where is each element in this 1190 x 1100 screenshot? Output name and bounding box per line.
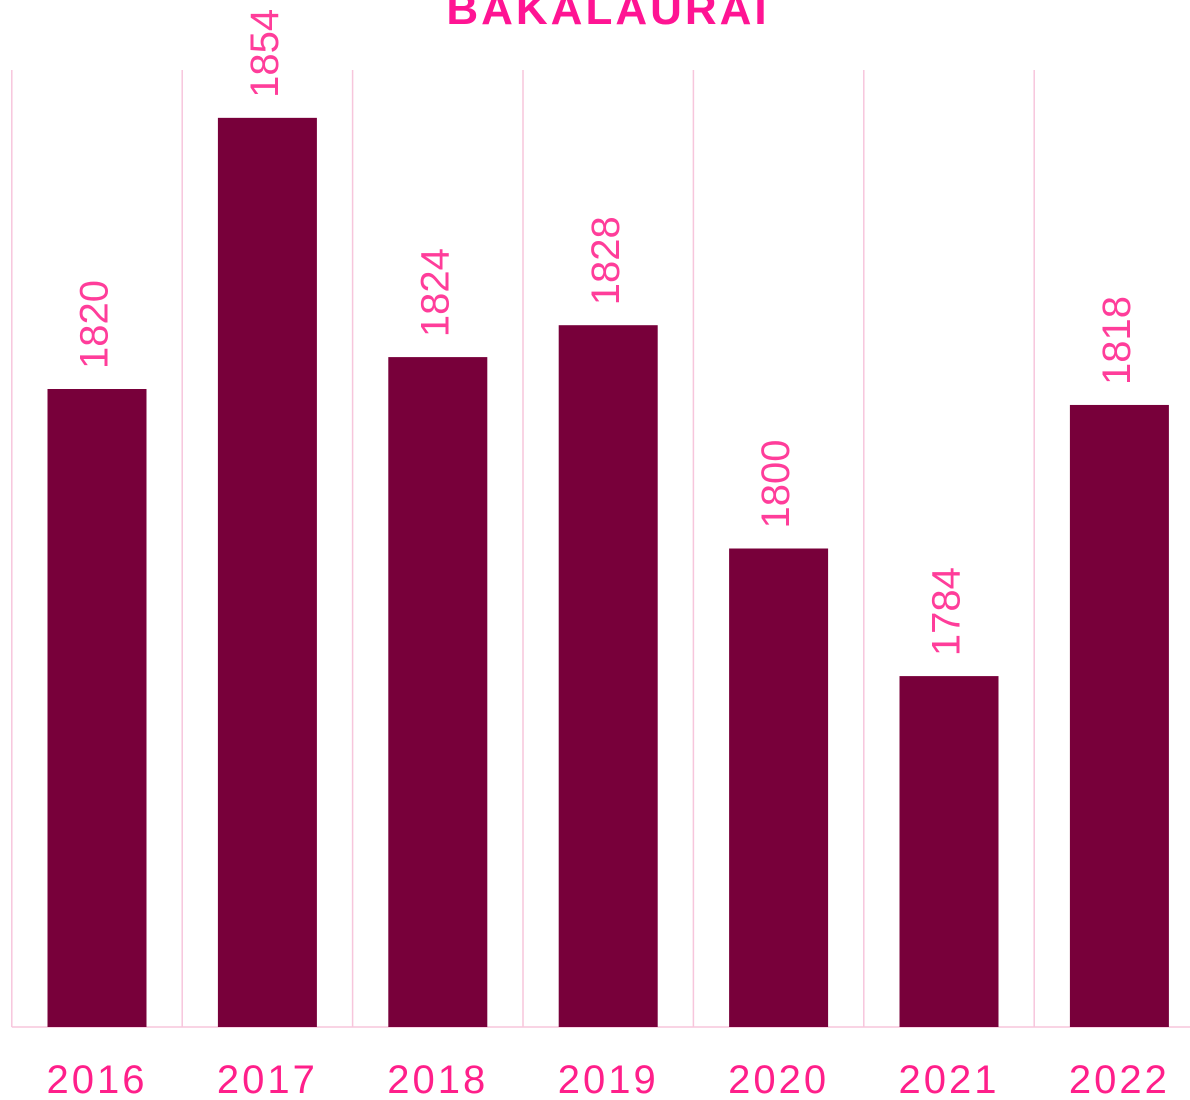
value-label: 1828 [584,216,628,305]
value-label: 1818 [1095,296,1139,385]
x-tick-label: 2018 [387,1058,488,1100]
bar [558,325,658,1027]
value-label: 1854 [243,9,287,98]
bar [729,548,829,1027]
x-tick-label: 2017 [217,1058,318,1100]
x-tick-label: 2021 [899,1058,1000,1100]
x-tick-label: 2019 [558,1058,659,1100]
chart-title: BAKALAURAI [446,0,769,34]
bar [899,676,999,1027]
bar [47,389,147,1027]
value-label: 1784 [925,567,969,656]
value-label: 1824 [413,248,457,337]
x-tick-label: 2020 [728,1058,829,1100]
bar [388,357,488,1028]
value-label: 1820 [73,280,117,369]
x-tick-label: 2016 [47,1058,148,1100]
x-tick-label: 2022 [1069,1058,1170,1100]
bar [217,117,317,1028]
value-label: 1800 [754,440,798,529]
bar [1069,404,1169,1027]
